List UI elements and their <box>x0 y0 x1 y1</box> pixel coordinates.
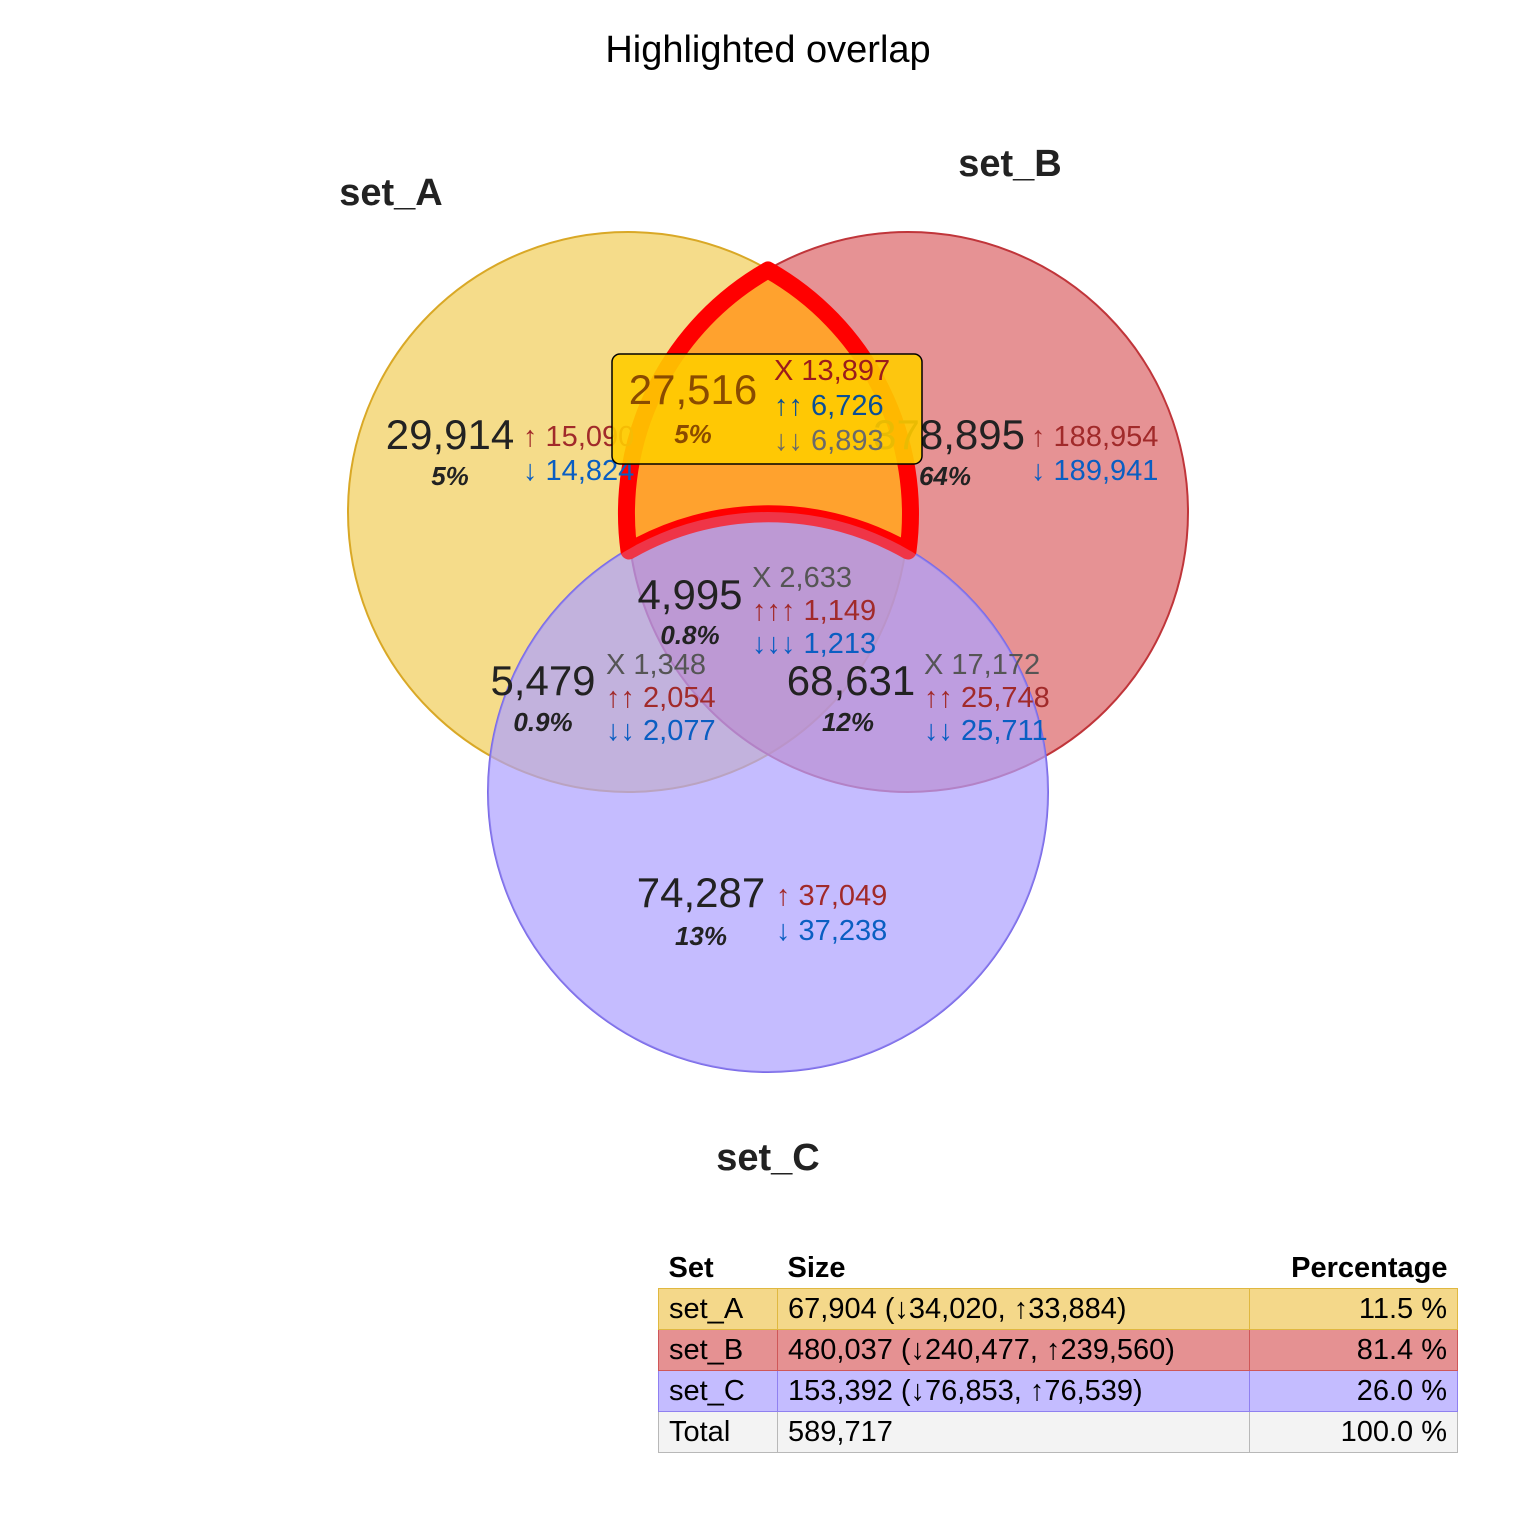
region-abc: 4,995 0.8% X 2,633 ↑↑↑ 1,149 ↓↓↓ 1,213 <box>637 562 876 660</box>
highlight-label-box <box>611 353 923 465</box>
set-c-overlay <box>488 512 1048 1072</box>
legend-percentage-cell: 26.0 % <box>1249 1370 1458 1412</box>
legend-set-cell: set_C <box>658 1370 778 1412</box>
legend-row-total: Total 589,717 100.0 % <box>658 1411 1458 1453</box>
region-bc-x: X 17,172 <box>924 649 1040 681</box>
legend-header-percentage: Percentage <box>1291 1251 1448 1284</box>
legend-size-cell: 67,904 (↓34,020, ↑33,884) <box>777 1288 1250 1330</box>
region-abc-up: ↑↑↑ 1,149 <box>752 595 876 627</box>
legend-set-cell: set_B <box>658 1329 778 1371</box>
legend-row: set_B 480,037 (↓240,477, ↑239,560) 81.4 … <box>658 1329 1458 1371</box>
region-ac-percent: 0.9% <box>513 707 572 737</box>
region-a-count: 29,914 <box>386 411 514 458</box>
legend-set-cell: set_A <box>658 1288 778 1330</box>
region-c-only: 74,287 13% ↑ 37,049 ↓ 37,238 <box>637 869 888 951</box>
set-a-label: set_A <box>339 172 443 214</box>
region-ab-count: 27,516 <box>629 366 757 413</box>
region-bc-percent: 12% <box>822 707 874 737</box>
region-abc-count: 4,995 <box>637 571 742 618</box>
region-abc-percent: 0.8% <box>660 620 719 650</box>
region-c-percent: 13% <box>675 921 727 951</box>
region-bc-up: ↑↑ 25,748 <box>924 682 1050 714</box>
legend-percentage-cell: 100.0 % <box>1249 1411 1458 1453</box>
legend-header-row: Set Size Percentage <box>659 1246 1458 1289</box>
legend-percentage-cell: 81.4 % <box>1249 1329 1458 1371</box>
legend-size-cell: 589,717 <box>777 1411 1250 1453</box>
region-ac-down: ↓↓ 2,077 <box>606 715 716 747</box>
legend-header-size: Size <box>787 1251 846 1284</box>
region-abc-down: ↓↓↓ 1,213 <box>752 628 876 660</box>
region-ab-percent: 5% <box>674 419 712 449</box>
legend-table: Set Size Percentage set_A 67,904 (↓34,02… <box>658 1246 1458 1453</box>
legend-size-cell: 153,392 (↓76,853, ↑76,539) <box>777 1370 1250 1412</box>
region-b-down: ↓ 189,941 <box>1031 455 1158 487</box>
region-ab-x: X 13,897 <box>774 355 890 387</box>
region-ac-x: X 1,348 <box>606 649 706 681</box>
chart-title: Highlighted overlap <box>605 29 930 71</box>
legend-row: set_A 67,904 (↓34,020, ↑33,884) 11.5 % <box>658 1288 1458 1330</box>
region-ab: 27,516 5% X 13,897 ↑↑ 6,726 ↓↓ 6,893 <box>629 355 890 457</box>
region-ac-count: 5,479 <box>490 657 595 704</box>
region-b-percent: 64% <box>919 461 971 491</box>
region-c-down: ↓ 37,238 <box>776 915 887 947</box>
legend-percentage-cell: 11.5 % <box>1249 1288 1458 1330</box>
region-a-percent: 5% <box>431 461 469 491</box>
region-ab-down: ↓↓ 6,893 <box>774 425 884 457</box>
region-ab-up: ↑↑ 6,726 <box>774 390 884 422</box>
region-c-count: 74,287 <box>637 869 765 916</box>
set-b-label: set_B <box>958 143 1062 185</box>
set-c-label: set_C <box>716 1137 820 1179</box>
region-ac: 5,479 0.9% X 1,348 ↑↑ 2,054 ↓↓ 2,077 <box>490 649 715 747</box>
region-bc-count: 68,631 <box>787 657 915 704</box>
region-ac-up: ↑↑ 2,054 <box>606 682 716 714</box>
legend-size-cell: 480,037 (↓240,477, ↑239,560) <box>777 1329 1250 1371</box>
legend-header-set: Set <box>668 1251 714 1284</box>
region-abc-x: X 2,633 <box>752 562 852 594</box>
region-c-up: ↑ 37,049 <box>776 880 887 912</box>
legend-set-cell: Total <box>658 1411 778 1453</box>
region-bc: 68,631 12% X 17,172 ↑↑ 25,748 ↓↓ 25,711 <box>787 649 1050 747</box>
legend-row: set_C 153,392 (↓76,853, ↑76,539) 26.0 % <box>658 1370 1458 1412</box>
region-bc-down: ↓↓ 25,711 <box>924 715 1048 747</box>
region-b-up: ↑ 188,954 <box>1031 421 1158 453</box>
